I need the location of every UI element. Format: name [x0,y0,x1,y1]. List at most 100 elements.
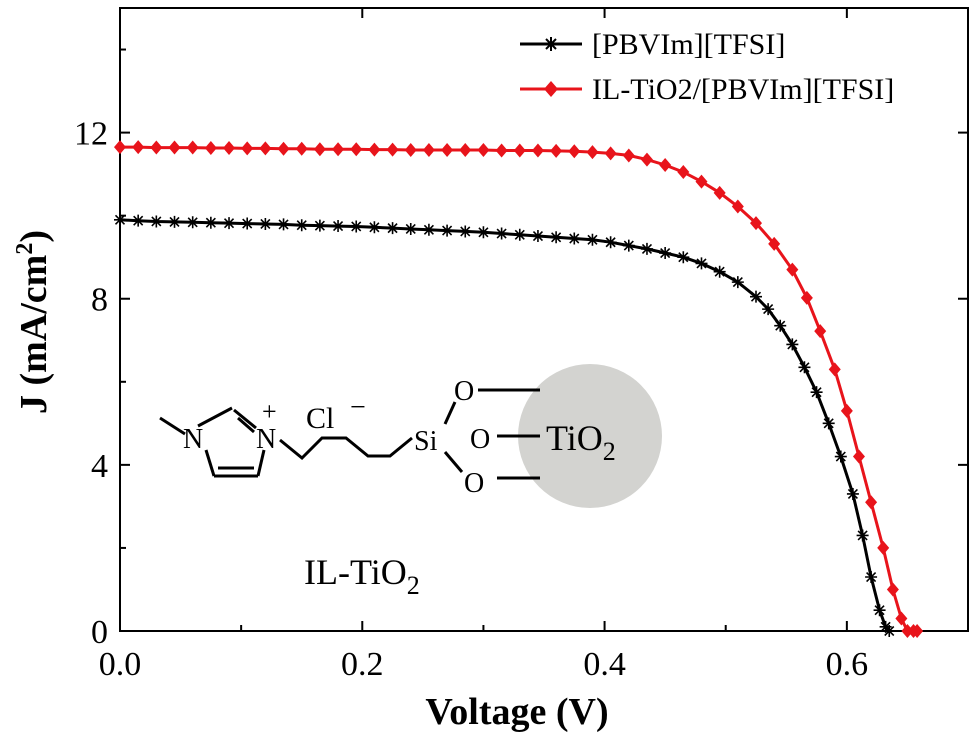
data-point-diamond [404,143,417,158]
y-axis-title-main: J (mA/cm [13,255,55,414]
data-point-diamond [441,143,454,158]
data-point-asterisk [731,276,744,289]
imidazolium-ring [159,388,540,480]
y-tick-label: 12 [74,116,108,153]
data-point-asterisk [241,217,254,230]
data-point-asterisk [786,338,799,351]
data-point-diamond [368,142,381,157]
data-point-diamond [223,140,236,155]
data-point-diamond [150,140,163,155]
data-point-asterisk [513,228,526,241]
data-point-asterisk [186,216,199,229]
inset-silicon: Si [414,426,438,457]
inset-particle-label-sub: 2 [603,437,616,466]
data-point-asterisk [150,215,163,228]
data-point-diamond [911,624,924,638]
data-point-asterisk [132,214,145,227]
legend-marker-asterisk [544,37,558,51]
data-point-asterisk [873,604,886,617]
data-point-asterisk [477,226,490,239]
data-point-diamond [459,143,472,158]
data-point-diamond [114,140,126,155]
data-point-asterisk [295,219,308,232]
data-point-diamond [168,140,181,155]
data-point-asterisk [883,625,896,637]
data-point-diamond [313,142,326,157]
data-point-asterisk [386,222,399,235]
inset-cation-charge: + [262,397,277,426]
data-point-asterisk [604,236,617,249]
y-axis-title-superscript: 2 [12,243,38,255]
data-point-diamond [422,143,435,158]
data-point-diamond [852,449,865,464]
data-point-diamond [586,145,599,160]
data-point-diamond [659,157,672,172]
data-point-asterisk [204,216,217,229]
inset-n-methyl: N [183,424,203,455]
data-point-diamond [800,290,813,305]
data-point-diamond [814,324,827,339]
data-point-asterisk [865,571,878,584]
inset-caption-sub: 2 [407,571,420,600]
data-point-diamond [241,141,254,156]
data-point-asterisk [586,233,599,246]
inset-counter-ion: Cl [306,402,334,435]
data-point-diamond [731,199,744,214]
inset-caption-main: IL-TiO [304,552,407,592]
x-axis-title: Voltage (V) [425,691,608,733]
data-point-asterisk [856,529,869,542]
data-point-asterisk [774,319,787,332]
data-point-diamond [901,624,914,638]
data-point-asterisk [114,213,126,226]
tio2-particle [518,364,662,508]
data-point-asterisk [640,242,653,255]
data-point-asterisk [332,220,345,233]
legend-entry-pbvim: [PBVIm][TFSI] [520,28,785,61]
data-point-diamond [713,185,726,200]
data-point-asterisk [810,386,823,399]
inset-n-alkyl: N [256,424,276,455]
data-point-asterisk [350,220,363,233]
y-tick-label: 0 [91,614,108,651]
data-point-asterisk [659,247,672,260]
data-point-diamond [332,142,345,157]
data-point-diamond [840,403,853,418]
inset-particle-label: TiO2 [546,418,616,466]
data-point-diamond [186,140,199,155]
legend-marker-diamond [544,81,558,97]
data-point-diamond [132,140,145,155]
data-point-diamond [550,143,563,158]
x-tick-label: 0.0 [99,646,142,683]
data-point-diamond [259,141,272,156]
data-point-diamond [877,540,890,555]
x-tick-label: 0.6 [826,646,869,683]
inset-caption: IL-TiO2 [304,552,420,600]
data-point-diamond [695,174,708,189]
data-point-diamond [640,152,653,167]
data-point-asterisk [459,225,472,238]
data-point-diamond [531,143,544,158]
data-point-diamond [677,165,690,180]
data-point-asterisk [404,222,417,235]
data-point-diamond [828,362,841,377]
il-tio2-structure-inset: N N + Cl − Si O O O TiO2 IL-TiO2 [159,364,662,600]
y-axis-title: J (mA/cm2) [12,230,55,414]
y-axis-title-close: ) [13,230,55,243]
data-point-diamond [477,143,490,158]
data-point-asterisk [495,227,508,240]
legend-entry-il-tio2: IL-TiO2/[PBVIm][TFSI] [520,73,894,106]
data-point-diamond [513,143,526,158]
data-point-asterisk [762,303,775,316]
data-point-asterisk [677,251,690,264]
data-point-asterisk [259,217,272,230]
data-point-diamond [786,262,799,277]
data-point-asterisk [834,450,847,463]
data-point-asterisk [422,223,435,236]
data-point-diamond [604,146,617,161]
data-point-asterisk [798,361,811,374]
data-point-diamond [768,236,781,251]
data-point-asterisk [313,219,326,232]
data-point-diamond [350,142,363,157]
data-point-asterisk [441,224,454,237]
